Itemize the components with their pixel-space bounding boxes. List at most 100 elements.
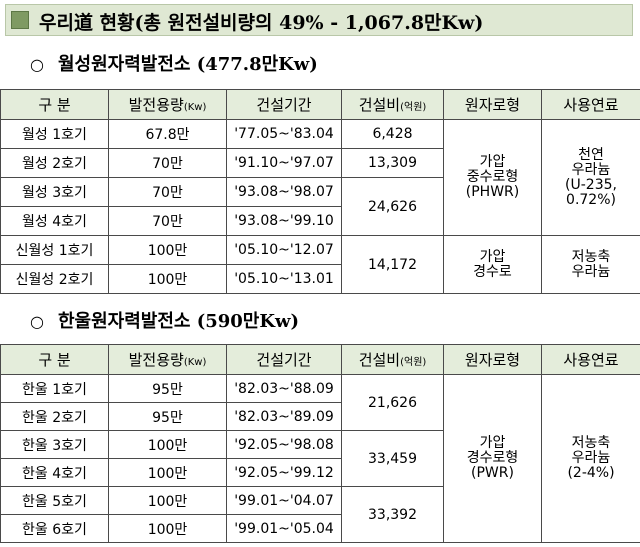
- unit-capacity: 95만: [108, 374, 227, 403]
- unit-period: '93.08~'98.07: [226, 177, 342, 207]
- unit-cost: 21,626: [341, 374, 444, 431]
- unit-period: '82.03~'88.09: [226, 374, 342, 403]
- fuel-line: (U-235,: [565, 176, 617, 193]
- fuel-cell: 저농축 우라늄 (2-4%): [541, 374, 640, 543]
- unit-name: 월성 2호기: [0, 148, 109, 178]
- unit-name: 월성 3호기: [0, 177, 109, 207]
- fuel-line: (2-4%): [567, 465, 615, 481]
- reactor-line: 가압: [479, 154, 506, 170]
- fuel-line: 저농축: [571, 248, 611, 265]
- wolsong-table: 구 분 발전용량(Kw) 건설기간 건설비(억원) 원자로형 사용연료 월성 1…: [0, 89, 640, 294]
- unit-period: '92.05~'99.12: [226, 458, 342, 487]
- hanul-table: 구 분 발전용량(Kw) 건설기간 건설비(억원) 원자로형 사용연료 한울 1…: [0, 344, 640, 543]
- unit-capacity: 100만: [108, 486, 227, 515]
- table-row: 한울 4호기 100만 '92.05~'99.12: [0, 458, 640, 487]
- header-fuel: 사용연료: [541, 89, 640, 120]
- unit-capacity: 100만: [108, 458, 227, 487]
- fuel-line: 우라늄: [571, 161, 611, 178]
- header-reactor: 원자로형: [443, 89, 542, 120]
- table-row: 월성 3호기 70만 '93.08~'98.07 24,626: [0, 177, 640, 236]
- unit-capacity: 70만: [108, 206, 227, 236]
- unit-capacity: 70만: [108, 177, 227, 207]
- unit-name: 한울 6호기: [0, 514, 109, 543]
- fuel-line: 천연: [578, 146, 604, 163]
- reactor-line: 중수로형: [466, 169, 519, 185]
- unit-period: '05.10~'12.07: [226, 235, 342, 265]
- fuel-cell: 천연 우라늄 (U-235, 0.72%): [541, 119, 640, 236]
- reactor-line: 가압: [479, 248, 506, 265]
- fuel-line: 우라늄: [571, 450, 611, 466]
- reactor-type-cell: 가압 경수로: [443, 235, 542, 294]
- fuel-cell: 저농축 우라늄: [541, 235, 640, 294]
- unit-period: '93.08~'99.10: [226, 206, 342, 236]
- unit-capacity: 100만: [108, 235, 227, 265]
- header-cost-unit: (억원): [400, 357, 427, 368]
- unit-cost: 6,428: [341, 119, 444, 149]
- reactor-line: 경수로: [473, 263, 512, 280]
- table-row: 신월성 1호기 100만 '05.10~'12.07 14,172 가압 경수로…: [0, 235, 640, 294]
- unit-name: 월성 1호기: [0, 119, 109, 149]
- wolsong-heading-text: 월성원자력발전소 (477.8만Kw): [57, 54, 318, 75]
- header-cost: 건설비(억원): [341, 89, 444, 120]
- table-row: 한울 6호기 100만 '99.01~'05.04: [0, 514, 640, 543]
- unit-period: '91.10~'97.07: [226, 148, 342, 178]
- reactor-line: 가압: [479, 435, 506, 451]
- header-capacity: 발전용량(Kw): [108, 89, 227, 120]
- header-cost-label: 건설비: [358, 351, 401, 369]
- header-reactor: 원자로형: [443, 344, 542, 375]
- hanul-heading: ○ 한울원자력발전소 (590만Kw): [30, 307, 299, 333]
- header-capacity-unit: (Kw): [183, 102, 207, 113]
- unit-name: 한울 1호기: [0, 374, 109, 403]
- unit-name: 신월성 1호기: [0, 235, 109, 265]
- header-period: 건설기간: [226, 344, 342, 375]
- header-capacity-unit: (Kw): [183, 357, 207, 368]
- unit-cost: 14,172: [341, 235, 444, 294]
- table-row: 월성 4호기 70만 '93.08~'99.10: [0, 206, 640, 236]
- table-header-row: 구 분 발전용량(Kw) 건설기간 건설비(억원) 원자로형 사용연료: [0, 344, 640, 375]
- reactor-type-cell: 가압 경수로형 (PWR): [443, 374, 542, 543]
- header-capacity-label: 발전용량: [128, 351, 184, 369]
- unit-period: '99.01~'05.04: [226, 514, 342, 543]
- unit-capacity: 100만: [108, 264, 227, 294]
- hanul-heading-text: 한울원자력발전소 (590만Kw): [57, 311, 300, 332]
- header-division: 구 분: [0, 89, 109, 120]
- table-row: 한울 2호기 95만 '82.03~'89.09: [0, 402, 640, 431]
- unit-name: 한울 5호기: [0, 486, 109, 515]
- unit-cost: 24,626: [341, 177, 444, 236]
- unit-period: '99.01~'04.07: [226, 486, 342, 515]
- unit-name: 한울 4호기: [0, 458, 109, 487]
- unit-cost: 33,392: [341, 486, 444, 543]
- fuel-line: 우라늄: [571, 263, 611, 280]
- unit-capacity: 70만: [108, 148, 227, 178]
- header-fuel: 사용연료: [541, 344, 640, 375]
- table-header-row: 구 분 발전용량(Kw) 건설기간 건설비(억원) 원자로형 사용연료: [0, 89, 640, 120]
- header-capacity-label: 발전용량: [128, 96, 184, 114]
- header-division: 구 분: [0, 344, 109, 375]
- reactor-type-cell: 가압 중수로형 (PHWR): [443, 119, 542, 236]
- unit-name: 한울 2호기: [0, 402, 109, 431]
- table-row: 월성 1호기 67.8만 '77.05~'83.04 6,428 가압 중수로형…: [0, 119, 640, 236]
- page-title: 우리道 현황(총 원전설비량의 49% - 1,067.8만Kw): [39, 12, 484, 34]
- unit-period: '05.10~'13.01: [226, 264, 342, 294]
- unit-capacity: 100만: [108, 514, 227, 543]
- unit-period: '82.03~'89.09: [226, 402, 342, 431]
- unit-cost: 33,459: [341, 430, 444, 487]
- reactor-line: 경수로형: [466, 450, 519, 466]
- title-square-icon: [11, 11, 29, 29]
- unit-cost: 13,309: [341, 148, 444, 178]
- fuel-line: 저농축: [571, 435, 611, 451]
- header-period: 건설기간: [226, 89, 342, 120]
- unit-capacity: 95만: [108, 402, 227, 431]
- unit-name: 월성 4호기: [0, 206, 109, 236]
- reactor-line: (PWR): [471, 465, 514, 481]
- unit-name: 한울 3호기: [0, 430, 109, 459]
- header-cost-unit: (억원): [400, 102, 427, 113]
- header-cost-label: 건설비: [358, 96, 401, 114]
- unit-period: '77.05~'83.04: [226, 119, 342, 149]
- unit-period: '92.05~'98.08: [226, 430, 342, 459]
- wolsong-heading: ○ 월성원자력발전소 (477.8만Kw): [30, 50, 318, 76]
- reactor-line: (PHWR): [465, 184, 520, 200]
- header-cost: 건설비(억원): [341, 344, 444, 375]
- table-row: 한울 1호기 95만 '82.03~'88.09 21,626 가압 경수로형 …: [0, 374, 640, 543]
- circle-bullet-icon: ○: [30, 312, 44, 331]
